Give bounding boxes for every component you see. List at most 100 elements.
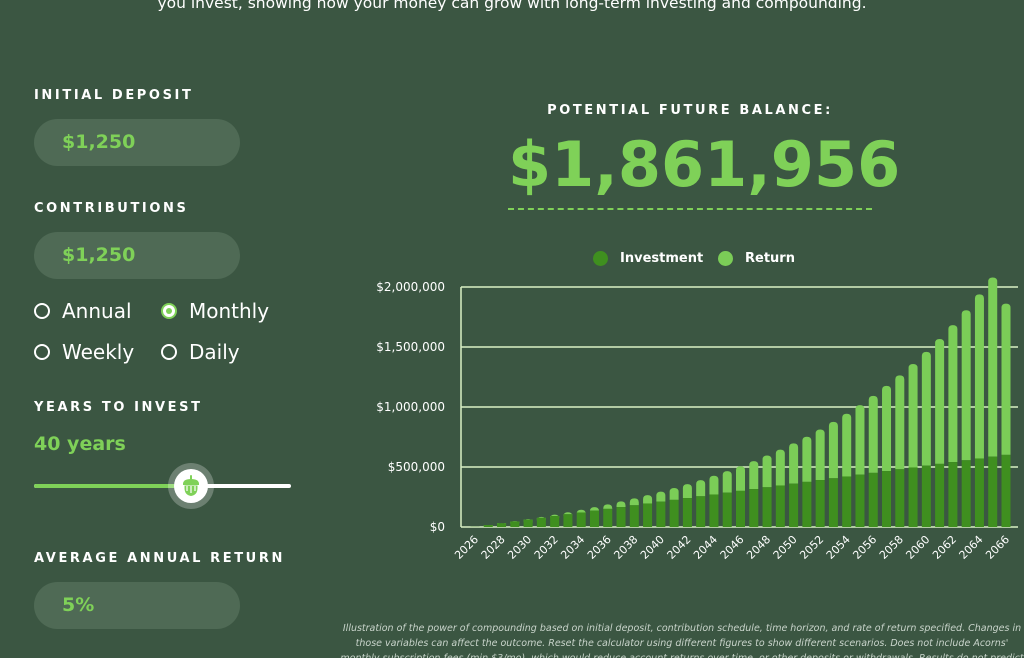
bar-return	[616, 501, 626, 508]
bar-investment	[510, 521, 520, 527]
bar-investment	[616, 507, 626, 527]
average-annual-return-input[interactable]: 5%	[34, 582, 240, 629]
x-tick-label: 2052	[797, 533, 826, 562]
average-annual-return-label: AVERAGE ANNUAL RETURN	[34, 551, 285, 566]
legend-investment-label: Investment	[620, 251, 704, 266]
bar-return	[1001, 303, 1011, 455]
x-tick-label: 2064	[957, 533, 986, 562]
bar-return	[749, 461, 759, 490]
bar-return	[563, 512, 573, 517]
x-tick-label: 2026	[452, 533, 481, 562]
x-tick-label: 2060	[903, 533, 932, 562]
bar-return	[536, 516, 546, 521]
radio-selected-icon	[161, 303, 177, 319]
frequency-daily-label: Daily	[189, 340, 240, 364]
x-tick-label: 2034	[558, 533, 587, 562]
x-tick-label: 2066	[983, 533, 1012, 562]
x-tick-label: 2036	[585, 533, 614, 562]
frequency-weekly-label: Weekly	[62, 340, 135, 364]
legend-investment: Investment	[593, 251, 703, 266]
disclaimer-text: Illustration of the power of compounding…	[340, 623, 1023, 658]
future-balance-value: $1,861,956	[508, 128, 901, 201]
bar-return	[935, 338, 945, 464]
bar-return	[895, 375, 905, 470]
bar-investment	[974, 458, 984, 527]
frequency-weekly-radio[interactable]: Weekly	[34, 340, 134, 364]
frequency-annual-radio[interactable]: Annual	[34, 299, 132, 323]
x-tick-label: 2048	[744, 533, 773, 562]
bar-investment	[563, 514, 573, 527]
bar-investment	[589, 510, 599, 527]
y-tick-label: $0	[430, 520, 445, 534]
contributions-input[interactable]: $1,250	[34, 232, 240, 279]
bar-return	[722, 471, 732, 493]
bar-return	[974, 294, 984, 459]
x-tick-label: 2056	[850, 533, 879, 562]
x-tick-label: 2040	[638, 533, 667, 562]
bar-investment	[722, 492, 732, 527]
frequency-daily-radio[interactable]: Daily	[161, 340, 240, 364]
bar-return	[921, 351, 931, 466]
bar-investment	[868, 472, 878, 527]
bar-return	[948, 325, 958, 463]
bar-return	[855, 405, 865, 475]
years-to-invest-label: YEARS TO INVEST	[34, 400, 203, 415]
bar-return	[550, 514, 560, 519]
x-tick-label: 2030	[505, 533, 534, 562]
bar-investment	[656, 501, 666, 527]
bar-return	[908, 363, 918, 468]
legend-return: Return	[718, 251, 795, 266]
bar-return	[842, 413, 852, 477]
bar-return	[709, 475, 719, 495]
bar-investment	[935, 463, 945, 527]
return-swatch-icon	[718, 251, 733, 266]
frequency-monthly-label: Monthly	[189, 299, 270, 323]
bar-return	[603, 504, 613, 509]
bar-investment	[629, 505, 639, 527]
years-slider-thumb[interactable]	[173, 469, 208, 503]
legend-return-label: Return	[745, 251, 795, 266]
initial-deposit-input[interactable]: $1,250	[34, 119, 240, 166]
bar-investment	[828, 478, 838, 527]
bar-investment	[921, 465, 931, 527]
intro-text: you invest, showing how your money can g…	[157, 0, 867, 12]
radio-icon	[34, 303, 50, 319]
bar-return	[629, 498, 639, 506]
initial-deposit-label: INITIAL DEPOSIT	[34, 88, 194, 103]
x-tick-label: 2058	[877, 533, 906, 562]
x-tick-label: 2046	[718, 533, 747, 562]
bar-investment	[550, 516, 560, 527]
bar-investment	[682, 498, 692, 527]
bar-investment	[815, 480, 825, 527]
bar-investment	[669, 499, 679, 527]
bar-return	[802, 436, 812, 482]
investment-swatch-icon	[593, 251, 608, 266]
frequency-annual-label: Annual	[62, 299, 132, 323]
bar-investment	[961, 460, 971, 527]
bar-return	[576, 509, 586, 514]
bar-investment	[762, 487, 772, 527]
bar-investment	[603, 508, 613, 527]
bar-return	[656, 491, 666, 502]
bar-investment	[802, 481, 812, 527]
bar-investment	[736, 490, 745, 527]
x-tick-label: 2062	[930, 533, 959, 562]
bar-investment	[1001, 454, 1011, 527]
bar-investment	[988, 456, 998, 527]
bar-return	[988, 277, 998, 457]
y-tick-label: $1,500,000	[376, 340, 445, 354]
bar-return	[882, 385, 892, 472]
x-tick-label: 2044	[691, 533, 720, 562]
bar-investment	[696, 496, 706, 527]
bar-investment	[948, 462, 958, 527]
x-tick-label: 2050	[771, 533, 800, 562]
bar-investment	[576, 512, 586, 527]
bar-return	[736, 466, 745, 491]
frequency-monthly-radio[interactable]: Monthly	[161, 299, 269, 323]
bar-return	[669, 488, 679, 500]
bar-investment	[908, 467, 918, 527]
bar-return	[828, 421, 838, 479]
bar-investment	[536, 517, 546, 527]
bar-investment	[855, 474, 865, 527]
